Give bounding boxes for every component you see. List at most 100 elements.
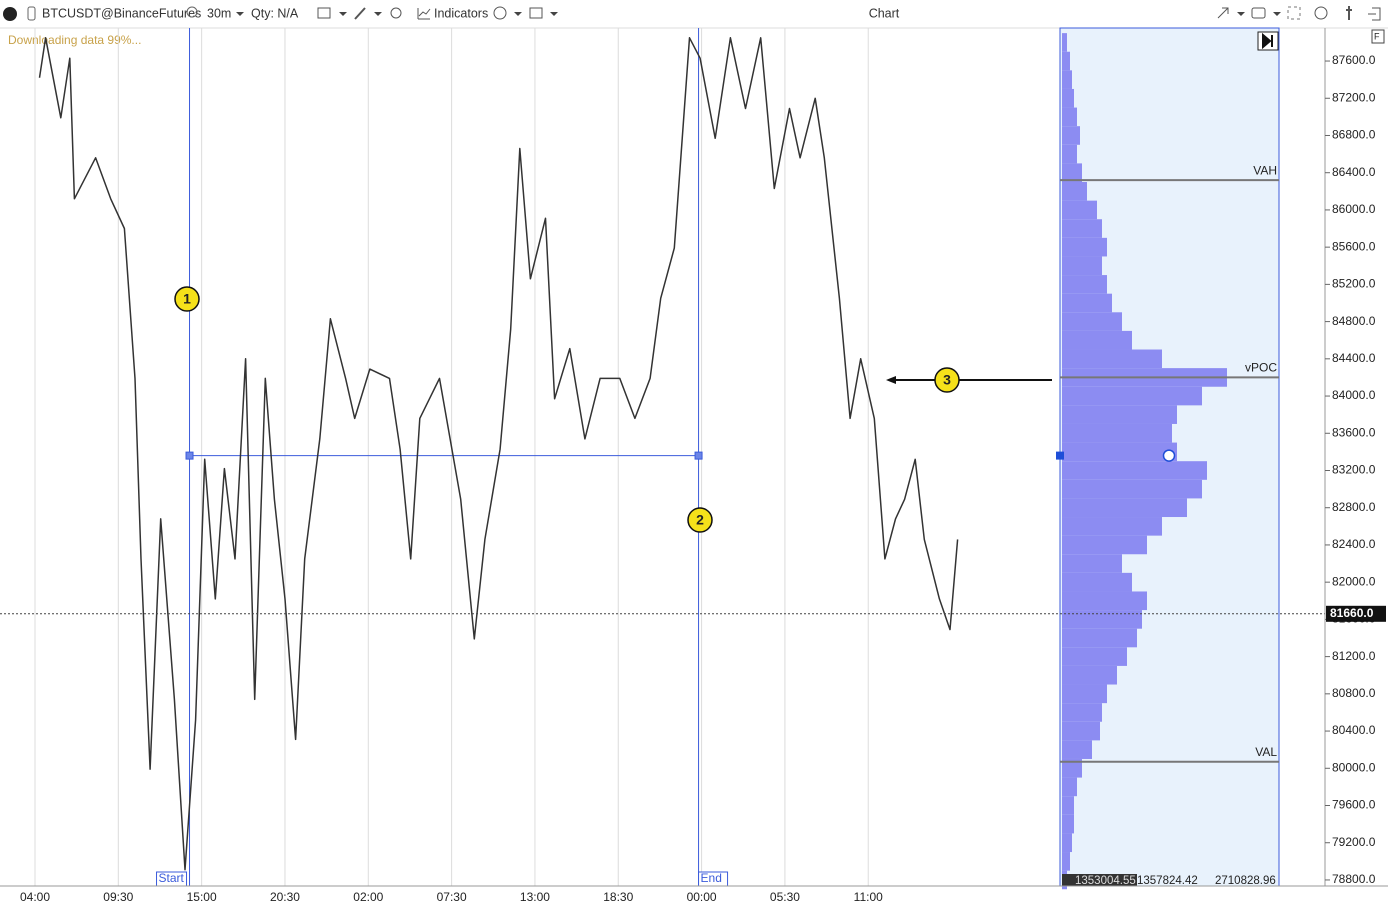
profile-bar <box>1062 163 1082 183</box>
profile-bar <box>1062 200 1097 220</box>
f-button-label: F <box>1374 31 1380 41</box>
x-tick-label: 04:00 <box>20 890 50 904</box>
range-start-label: Start <box>159 871 185 885</box>
profile-bar <box>1062 88 1074 108</box>
profile-bar <box>1062 554 1122 573</box>
x-tick-label: 20:30 <box>270 890 300 904</box>
profile-total: 1353004.55 <box>1075 875 1136 887</box>
y-tick-label: 81200.0 <box>1332 649 1376 663</box>
camera-icon[interactable] <box>1251 7 1266 19</box>
profile-bar <box>1062 461 1207 480</box>
profile-handle <box>1162 449 1176 462</box>
callout-label: 3 <box>943 372 951 388</box>
dropdown[interactable] <box>1237 12 1245 16</box>
indicators[interactable]: Indicators <box>434 6 488 20</box>
profile-bar <box>1062 182 1087 201</box>
range-handle <box>694 451 703 460</box>
profile-bar <box>1062 70 1072 89</box>
y-tick-label: 83200.0 <box>1332 463 1376 477</box>
profile-bar <box>1062 256 1102 276</box>
profile-level-label: VAL <box>1255 745 1277 759</box>
dropdown[interactable] <box>514 12 522 16</box>
y-tick-label: 79200.0 <box>1332 835 1376 849</box>
profile-bar <box>1062 386 1202 406</box>
profile-bar <box>1062 330 1132 350</box>
profile-bar <box>1062 665 1117 685</box>
y-tick-label: 87600.0 <box>1332 53 1376 67</box>
profile-bar <box>1062 684 1107 704</box>
arrow-head <box>886 376 896 384</box>
profile-bar <box>1062 51 1070 71</box>
profile-bar <box>1062 275 1107 294</box>
profile-bar <box>1062 814 1074 834</box>
interval[interactable]: 30m <box>207 6 231 20</box>
profile-bar <box>1062 740 1092 759</box>
y-tick-label: 84800.0 <box>1332 314 1376 328</box>
y-tick-label: 85600.0 <box>1332 239 1376 253</box>
profile-totals-bg <box>1062 874 1137 886</box>
dropdown[interactable] <box>374 12 382 16</box>
range-handle <box>185 451 194 460</box>
dropdown[interactable] <box>339 12 347 16</box>
y-tick-label: 86000.0 <box>1332 202 1376 216</box>
dropdown[interactable] <box>1273 12 1281 16</box>
x-tick-label: 11:00 <box>854 890 883 904</box>
search-icon[interactable] <box>186 6 198 18</box>
profile-bar <box>1062 293 1112 313</box>
pencil-icon[interactable] <box>354 7 366 20</box>
profile-bar <box>1062 479 1202 499</box>
profile-level-label: vPOC <box>1245 361 1277 375</box>
price-line <box>38 37 959 871</box>
y-tick-label: 80000.0 <box>1332 760 1376 774</box>
exit-icon[interactable] <box>1368 7 1381 21</box>
fullscreen-icon[interactable] <box>1287 6 1301 20</box>
symbol[interactable]: BTCUSDT@BinanceFutures <box>42 6 201 20</box>
icon[interactable] <box>1217 7 1229 19</box>
profile-bar <box>1062 703 1102 722</box>
y-tick-label: 80800.0 <box>1332 686 1376 700</box>
y-tick-label: 85200.0 <box>1332 277 1376 291</box>
indicators-icon[interactable] <box>417 8 431 20</box>
callout <box>174 286 200 312</box>
icon[interactable] <box>529 7 543 19</box>
y-tick-label: 84000.0 <box>1332 388 1376 402</box>
qty[interactable]: Qty: N/A <box>251 6 299 20</box>
callout <box>934 367 960 393</box>
callout-label: 1 <box>183 291 191 307</box>
profile-handle <box>1056 451 1064 460</box>
dropdown[interactable] <box>236 12 244 16</box>
profile-bar <box>1062 442 1177 462</box>
y-tick-label: 78800.0 <box>1332 872 1376 886</box>
profile-bar <box>1062 405 1177 424</box>
x-tick-label: 05:30 <box>770 890 800 904</box>
dropdown[interactable] <box>550 12 558 16</box>
profile-bar <box>1062 237 1107 257</box>
profile-bar <box>1062 517 1162 536</box>
profile-bar <box>1062 572 1132 592</box>
settings-icon[interactable] <box>1314 6 1328 20</box>
icon[interactable] <box>493 6 507 20</box>
profile-bar <box>1062 647 1127 666</box>
icon <box>27 6 36 21</box>
x-tick-label: 07:30 <box>437 890 467 904</box>
profile-level-label: VAH <box>1253 163 1277 177</box>
y-tick-label: 86800.0 <box>1332 128 1376 142</box>
profile-bar <box>1062 33 1067 52</box>
profile-bar <box>1062 423 1172 443</box>
zoom-icon[interactable] <box>390 7 402 19</box>
profile-bar <box>1062 535 1147 555</box>
x-tick-label: 02:00 <box>353 890 383 904</box>
profile-bar <box>1062 628 1137 648</box>
y-tick-label: 79600.0 <box>1332 798 1376 812</box>
y-tick-label: 86400.0 <box>1332 165 1376 179</box>
profile-bar <box>1062 777 1077 797</box>
icon[interactable] <box>317 7 331 19</box>
pin-icon[interactable] <box>1346 6 1352 20</box>
y-tick-label: 80400.0 <box>1332 723 1376 737</box>
x-tick-label: 09:30 <box>103 890 133 904</box>
x-tick-label: 15:00 <box>187 890 217 904</box>
profile-bar <box>1062 758 1082 778</box>
x-tick-label: 18:30 <box>603 890 633 904</box>
profile-bar <box>1062 833 1072 853</box>
